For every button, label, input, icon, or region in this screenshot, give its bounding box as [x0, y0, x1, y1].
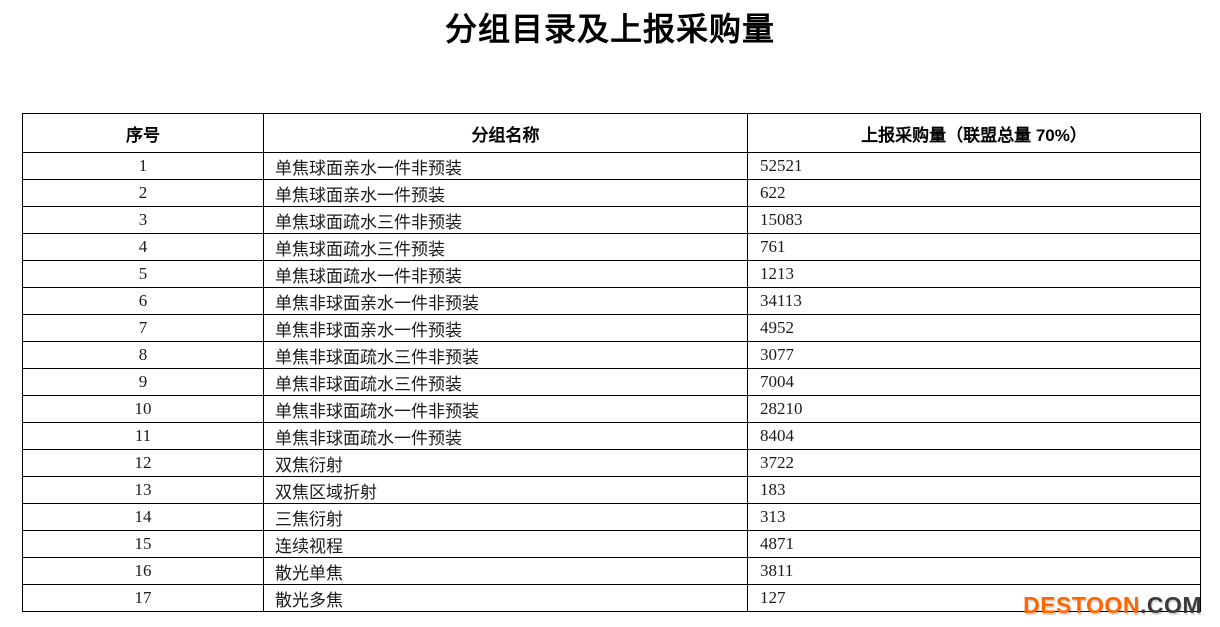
row-group-name: 双焦区域折射 [263, 476, 748, 504]
row-quantity: 1213 [747, 260, 1201, 288]
table-row: 7 单焦非球面亲水一件预装 4952 [22, 314, 1201, 342]
row-quantity: 3722 [747, 449, 1201, 477]
row-group-name: 单焦非球面疏水一件非预装 [263, 395, 748, 423]
table-row: 11 单焦非球面疏水一件预装 8404 [22, 422, 1201, 450]
row-quantity: 4871 [747, 530, 1201, 558]
row-index: 17 [22, 584, 264, 612]
table-row: 15 连续视程 4871 [22, 530, 1201, 558]
row-group-name: 单焦球面疏水三件预装 [263, 233, 748, 261]
row-quantity: 622 [747, 179, 1201, 207]
row-group-name: 单焦非球面疏水三件预装 [263, 368, 748, 396]
table-row: 3 单焦球面疏水三件非预装 15083 [22, 206, 1201, 234]
procurement-table: 序号 分组名称 上报采购量（联盟总量 70%） 1 单焦球面亲水一件非预装 5252… [22, 113, 1201, 612]
column-header-index: 序号 [22, 113, 264, 153]
row-quantity: 127 [747, 584, 1201, 612]
table-row: 17 散光多焦 127 [22, 584, 1201, 612]
row-index: 7 [22, 314, 264, 342]
row-index: 9 [22, 368, 264, 396]
table-header-row: 序号 分组名称 上报采购量（联盟总量 70%） [22, 113, 1201, 153]
row-group-name: 单焦球面亲水一件预装 [263, 179, 748, 207]
row-quantity: 15083 [747, 206, 1201, 234]
row-quantity: 3811 [747, 557, 1201, 585]
row-group-name: 单焦非球面疏水一件预装 [263, 422, 748, 450]
table-row: 16 散光单焦 3811 [22, 557, 1201, 585]
row-group-name: 单焦球面亲水一件非预装 [263, 152, 748, 180]
table-row: 5 单焦球面疏水一件非预装 1213 [22, 260, 1201, 288]
table-row: 6 单焦非球面亲水一件非预装 34113 [22, 287, 1201, 315]
table-row: 4 单焦球面疏水三件预装 761 [22, 233, 1201, 261]
row-index: 14 [22, 503, 264, 531]
row-group-name: 三焦衍射 [263, 503, 748, 531]
table-row: 2 单焦球面亲水一件预装 622 [22, 179, 1201, 207]
table-row: 8 单焦非球面疏水三件非预装 3077 [22, 341, 1201, 369]
row-group-name: 单焦非球面亲水一件非预装 [263, 287, 748, 315]
row-quantity: 28210 [747, 395, 1201, 423]
table-row: 13 双焦区域折射 183 [22, 476, 1201, 504]
row-index: 15 [22, 530, 264, 558]
row-group-name: 单焦球面疏水三件非预装 [263, 206, 748, 234]
table-row: 10 单焦非球面疏水一件非预装 28210 [22, 395, 1201, 423]
row-group-name: 散光单焦 [263, 557, 748, 585]
row-group-name: 双焦衍射 [263, 449, 748, 477]
row-quantity: 761 [747, 233, 1201, 261]
row-index: 6 [22, 287, 264, 315]
row-group-name: 散光多焦 [263, 584, 748, 612]
table-row: 14 三焦衍射 313 [22, 503, 1201, 531]
row-quantity: 183 [747, 476, 1201, 504]
row-index: 4 [22, 233, 264, 261]
column-header-group-name: 分组名称 [263, 113, 748, 153]
row-index: 1 [22, 152, 264, 180]
row-group-name: 单焦非球面疏水三件非预装 [263, 341, 748, 369]
watermark-brand: DESTOON [1023, 592, 1140, 618]
row-index: 10 [22, 395, 264, 423]
row-index: 8 [22, 341, 264, 369]
row-group-name: 单焦非球面亲水一件预装 [263, 314, 748, 342]
row-index: 16 [22, 557, 264, 585]
row-quantity: 3077 [747, 341, 1201, 369]
row-index: 11 [22, 422, 264, 450]
table-row: 12 双焦衍射 3722 [22, 449, 1201, 477]
table-row: 1 单焦球面亲水一件非预装 52521 [22, 152, 1201, 180]
row-group-name: 单焦球面疏水一件非预装 [263, 260, 748, 288]
column-header-reported-quantity: 上报采购量（联盟总量 70%） [747, 113, 1201, 153]
row-quantity: 34113 [747, 287, 1201, 315]
row-index: 3 [22, 206, 264, 234]
watermark-suffix: .COM [1139, 592, 1202, 618]
row-index: 12 [22, 449, 264, 477]
row-index: 13 [22, 476, 264, 504]
row-quantity: 313 [747, 503, 1201, 531]
row-index: 5 [22, 260, 264, 288]
table-row: 9 单焦非球面疏水三件预装 7004 [22, 368, 1201, 396]
watermark: DESTOON.COM [1023, 592, 1202, 619]
row-index: 2 [22, 179, 264, 207]
row-quantity: 52521 [747, 152, 1201, 180]
row-quantity: 8404 [747, 422, 1201, 450]
row-quantity: 7004 [747, 368, 1201, 396]
row-group-name: 连续视程 [263, 530, 748, 558]
row-quantity: 4952 [747, 314, 1201, 342]
page-title: 分组目录及上报采购量 [444, 11, 775, 47]
